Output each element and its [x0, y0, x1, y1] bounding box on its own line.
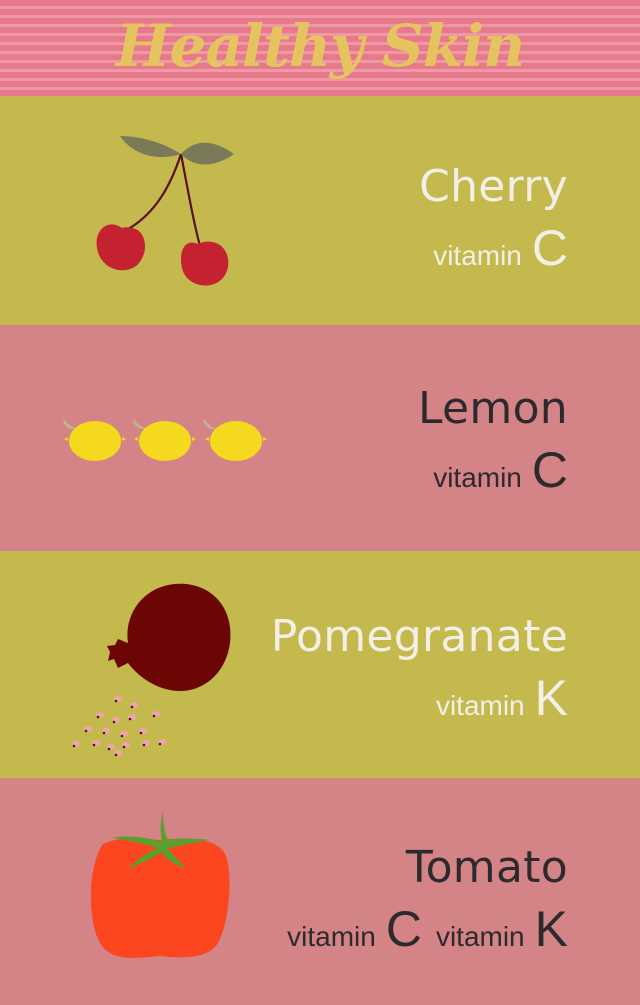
fruit-name: Lemon	[418, 383, 568, 434]
lemon-icon	[63, 419, 267, 461]
tomato-icon	[90, 812, 230, 958]
fruit-name: Cherry	[419, 161, 568, 212]
vitamin-letter: K	[534, 901, 568, 957]
page-title: Healthy Skin	[115, 12, 525, 80]
fruit-name: Tomato	[405, 842, 568, 893]
vitamin-word: vitamin	[433, 240, 522, 271]
vitamin-letter: C	[531, 442, 568, 498]
row-pomegranate: Pomegranate vitamin K	[0, 551, 640, 778]
pomegranate-icon	[72, 583, 231, 757]
vitamin-letter: C	[385, 901, 422, 957]
header-banner: Healthy Skin	[0, 0, 640, 96]
vitamin-word: vitamin	[287, 921, 376, 952]
vitamin-info: vitamin C	[419, 223, 568, 273]
vitamin-word: vitamin	[435, 921, 525, 952]
fruit-name: Pomegranate	[270, 611, 568, 662]
row-cherry: Cherry vitamin C	[0, 96, 640, 325]
vitamin-word: vitamin	[435, 690, 525, 721]
cherry-icon	[96, 136, 234, 286]
vitamin-letter: C	[531, 220, 568, 276]
vitamin-word: vitamin	[433, 462, 522, 493]
row-lemon: Lemon vitamin C	[0, 325, 640, 551]
vitamin-info: vitamin C	[418, 445, 568, 495]
vitamin-letter: K	[534, 670, 568, 726]
vitamin-info: vitamin K	[271, 673, 568, 723]
